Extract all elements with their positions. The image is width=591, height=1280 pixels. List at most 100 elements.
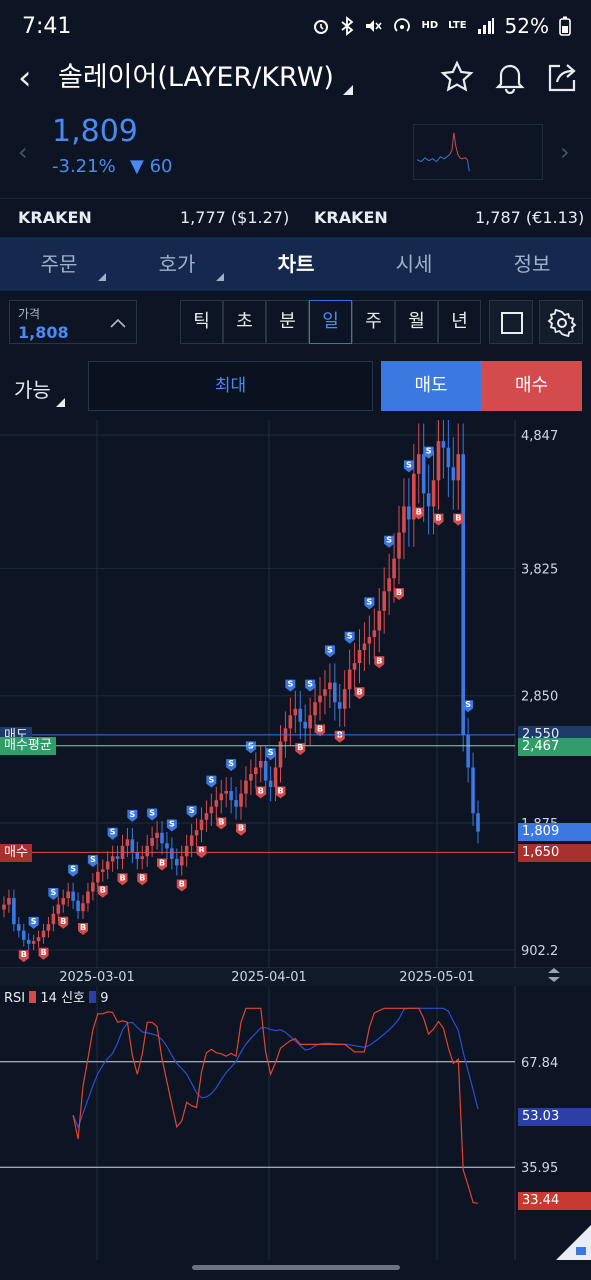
fullscreen-button[interactable] [489,300,533,344]
tab-chart-label: 차트 [277,252,315,276]
candle-body [372,630,377,637]
sell-signal-marker: S [245,741,256,754]
svg-text:B: B [238,824,244,833]
candle-body [76,900,80,912]
coin-title[interactable]: 솔레이어(LAYER/KRW) [58,62,334,93]
candle-body [81,903,85,912]
available-dropdown[interactable]: 가능 [14,374,51,403]
candle-body [170,848,174,859]
next-coin-icon[interactable]: › [560,138,570,166]
sell-button[interactable]: 매도 [381,361,481,411]
buy-signal-marker: B [275,786,286,799]
change-value: 60 [149,156,173,177]
candle-body [367,636,372,644]
candle-body [337,702,342,709]
tab-market-label: 시세 [395,252,433,276]
candle-body [239,793,243,807]
svg-text:S: S [189,806,195,815]
candle-body [323,689,327,696]
quick-order-row: 가능 최대 매도 매수 [0,356,591,416]
svg-text:S: S [307,680,313,689]
candle-body [254,767,258,775]
svg-text:S: S [406,460,412,469]
candle-body [17,924,21,931]
candle-body [461,454,465,735]
down-arrow-icon: ▼ [130,156,144,177]
chevron-up-icon[interactable] [110,318,126,328]
timeframe-day[interactable]: 일 [309,300,352,344]
avg-price-line-value: 2,467 [518,738,591,756]
timeframe-minute[interactable]: 분 [266,300,309,344]
buy-line-label: 매수 [0,844,32,862]
mini-chart[interactable] [413,124,543,180]
corner-tool-icon[interactable] [556,1225,591,1260]
candle-body [41,930,46,938]
svg-text:S: S [268,748,274,757]
candle-body [214,800,219,807]
chevron-down-icon[interactable] [342,84,354,96]
tab-chart[interactable]: 차트 [259,237,333,291]
candle-body [234,800,238,807]
svg-text:S: S [366,597,372,606]
dropdown-icon[interactable] [56,398,65,407]
candle-body [446,447,451,468]
timeframe-month[interactable]: 월 [395,300,438,344]
current-price-tag: 1,809 [518,823,591,841]
chart-canvas[interactable]: B S B S B S B S B S B S B S B S B S B S B S B S B S B S B S B S B S B S B S B S… [0,398,591,1260]
candle-body [412,473,416,520]
sell-signal-marker: S [364,597,375,610]
candle-body [308,715,312,729]
candle-body [416,454,421,474]
candle-body [204,813,209,820]
rsi-legend: RSI 14 신호 9 [4,987,109,1006]
share-icon[interactable] [545,60,579,94]
price-chart[interactable]: B S B S B S B S B S B S B S B S B S B S B S B S B S B S B S B S B S B S B S B S… [0,398,591,1260]
candle-body [21,930,26,940]
candle-body [61,898,66,905]
timeframe-tick[interactable]: 틱 [180,300,223,344]
sell-signal-marker: S [423,446,434,459]
svg-text:B: B [139,873,145,882]
tab-order[interactable]: 주문 [22,237,106,291]
timeframe-second[interactable]: 초 [223,300,266,344]
tab-market[interactable]: 시세 [377,237,451,291]
sell-signal-marker: S [463,700,474,713]
back-icon[interactable]: ‹ [18,58,32,98]
candle-body [199,819,204,831]
timeframe-week[interactable]: 주 [352,300,395,344]
settings-button[interactable] [539,300,583,344]
candle-body [342,689,347,709]
timeframe-year[interactable]: 년 [438,300,481,344]
signal-legend-title: 신호 [61,991,86,1006]
battery-percent: 52% [504,14,549,38]
price-summary: ‹ 1,809 -3.21% ▼ 60 › [0,104,591,196]
svg-text:S: S [70,865,76,874]
svg-text:B: B [40,948,46,957]
tab-info[interactable]: 정보 [495,237,569,291]
bell-icon[interactable] [493,60,527,94]
svg-text:S: S [90,855,96,864]
y-axis-tick-label: 2,850 [521,690,558,705]
svg-text:B: B [297,743,303,752]
sell-signal-marker: S [107,827,118,840]
candle-body [179,856,184,866]
pane-resize-icon[interactable] [546,968,562,982]
buy-button[interactable]: 매수 [481,361,582,411]
star-icon[interactable] [440,60,474,94]
candle-body [392,558,396,579]
price-input[interactable]: 가격 1,808 [9,300,137,344]
svg-text:S: S [129,810,135,819]
buy-signal-marker: B [117,873,128,886]
candle-body [26,939,31,944]
svg-text:B: B [277,787,283,796]
candle-body [130,839,135,853]
exchange-left-value: 1,777 ($1.27) [180,208,290,227]
buy-signal-marker: B [18,950,29,963]
candle-body [387,578,391,592]
candle-body [451,467,456,481]
prev-coin-icon[interactable]: ‹ [18,138,28,166]
sell-signal-marker: S [87,855,98,868]
tab-orderbook[interactable]: 호가 [140,237,224,291]
candle-body [189,835,194,846]
quantity-max-input[interactable]: 최대 [88,361,373,411]
